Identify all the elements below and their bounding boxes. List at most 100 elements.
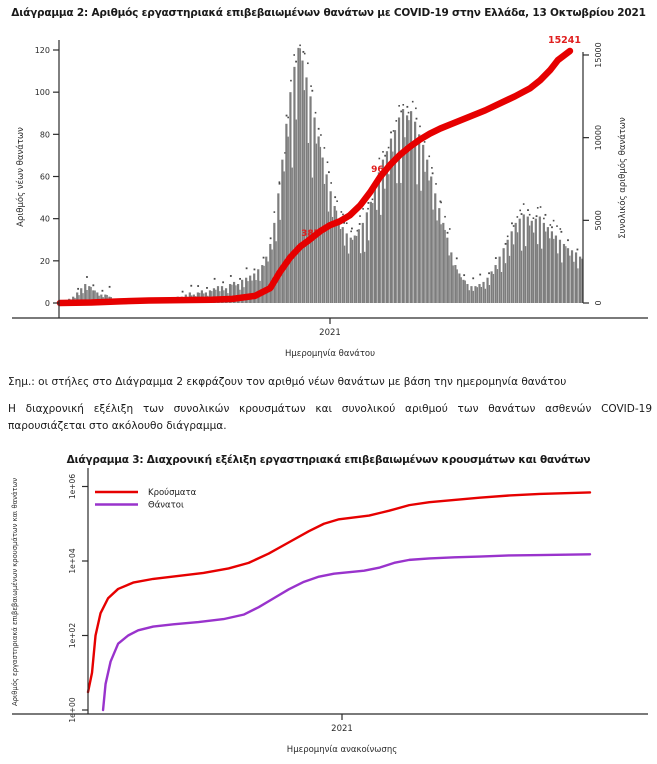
outlier-marker <box>532 217 535 219</box>
daily-deaths-bar <box>542 222 545 303</box>
daily-deaths-bar <box>522 214 525 303</box>
outlier-marker <box>314 111 317 114</box>
daily-deaths-bar <box>313 117 316 303</box>
daily-deaths-bar <box>341 227 344 303</box>
outlier-marker <box>511 222 513 225</box>
daily-deaths-bar <box>506 239 509 303</box>
daily-deaths-bar <box>546 227 549 303</box>
daily-deaths-bar <box>422 144 425 303</box>
outlier-marker <box>423 141 426 143</box>
daily-deaths-bar <box>289 92 292 304</box>
outlier-marker <box>330 182 332 184</box>
outlier-marker <box>213 277 216 280</box>
outlier-marker <box>536 207 539 209</box>
daily-deaths-bar <box>557 253 559 303</box>
daily-deaths-bar <box>444 229 446 303</box>
daily-deaths-bar <box>450 252 453 303</box>
daily-deaths-bar <box>498 256 501 303</box>
outlier-marker <box>406 105 409 108</box>
outlier-marker <box>407 111 410 114</box>
daily-deaths-bar <box>273 222 276 303</box>
outlier-marker <box>101 289 104 292</box>
outlier-marker <box>307 62 309 65</box>
outlier-marker <box>551 226 553 229</box>
outlier-marker <box>367 202 370 204</box>
daily-deaths-bar <box>430 176 433 303</box>
daily-deaths-bar <box>385 151 389 303</box>
daily-deaths-bar <box>372 203 374 303</box>
daily-deaths-bar <box>317 136 320 303</box>
outlier-marker <box>262 256 265 259</box>
daily-deaths-bar <box>315 143 318 303</box>
daily-deaths-bar <box>554 235 558 303</box>
daily-deaths-bar <box>405 115 409 303</box>
outlier-marker <box>387 146 390 149</box>
outlier-marker <box>290 79 292 82</box>
daily-deaths-bar <box>478 284 481 303</box>
outlier-marker <box>326 161 329 164</box>
daily-deaths-bar <box>343 245 346 303</box>
outlier-marker <box>504 242 507 245</box>
outlier-marker <box>419 125 421 128</box>
daily-deaths-bar <box>373 187 376 303</box>
daily-deaths-bar <box>577 268 579 303</box>
daily-deaths-bar <box>442 222 445 303</box>
outlier-marker <box>293 54 295 56</box>
daily-deaths-bar <box>224 288 228 303</box>
daily-deaths-bar <box>78 295 80 303</box>
daily-deaths-bar <box>247 281 249 303</box>
daily-deaths-bar <box>351 239 354 303</box>
daily-deaths-bar <box>392 151 394 303</box>
daily-deaths-bar <box>303 90 305 304</box>
daily-deaths-bar <box>237 284 240 303</box>
daily-deaths-bar <box>569 255 571 303</box>
outlier-marker <box>340 211 343 213</box>
daily-deaths-bar <box>257 269 260 303</box>
daily-deaths-bar <box>388 174 390 303</box>
daily-deaths-bar <box>538 216 541 303</box>
daily-deaths-bar <box>464 280 466 303</box>
daily-deaths-bar <box>474 286 477 303</box>
chart2-note: Σημ.: οι στήλες στο Διάγραμμα 2 εκφράζου… <box>8 376 567 388</box>
daily-deaths-bar <box>333 206 336 303</box>
outlier-marker <box>359 215 361 217</box>
outlier-marker <box>559 228 562 230</box>
outlier-marker <box>295 60 297 63</box>
outlier-marker <box>367 207 369 210</box>
outlier-marker <box>392 130 395 132</box>
chart2-y-right-axis-title: Συνολικός αριθμός θανάτων <box>618 117 628 239</box>
outlier-marker <box>343 221 346 224</box>
outlier-marker <box>560 230 563 233</box>
outlier-marker <box>302 50 305 53</box>
legend-label: Θάνατοι <box>148 501 184 511</box>
daily-deaths-bar <box>365 212 368 303</box>
daily-deaths-bar <box>484 288 487 303</box>
daily-deaths-bar <box>295 119 297 303</box>
daily-deaths-bar <box>241 279 244 303</box>
daily-deaths-bar <box>216 286 220 303</box>
daily-deaths-bar <box>228 284 232 303</box>
daily-deaths-bar <box>533 232 535 303</box>
outlier-marker <box>86 276 88 278</box>
outlier-marker <box>463 274 466 277</box>
daily-deaths-bar <box>277 193 280 303</box>
daily-deaths-bar <box>553 238 555 303</box>
chart3-y-tick-label: 1e+04 <box>68 548 77 573</box>
daily-deaths-bar <box>500 271 503 303</box>
daily-deaths-bar <box>401 109 405 304</box>
legend-label: Κρούσματα <box>148 487 197 498</box>
daily-deaths-bar <box>339 229 342 303</box>
outlier-marker <box>77 287 80 290</box>
outlier-marker <box>362 208 364 210</box>
daily-deaths-bar <box>573 261 575 303</box>
daily-deaths-bar <box>251 280 253 303</box>
daily-deaths-bar <box>524 246 527 303</box>
daily-deaths-bar <box>84 284 87 303</box>
outlier-marker <box>278 182 281 185</box>
daily-deaths-bar <box>220 286 224 303</box>
daily-deaths-bar <box>448 255 450 303</box>
daily-deaths-bar <box>299 48 301 303</box>
cumulative-annotation: 96 <box>371 165 384 175</box>
outlier-marker <box>522 203 525 205</box>
outlier-marker <box>390 131 392 134</box>
